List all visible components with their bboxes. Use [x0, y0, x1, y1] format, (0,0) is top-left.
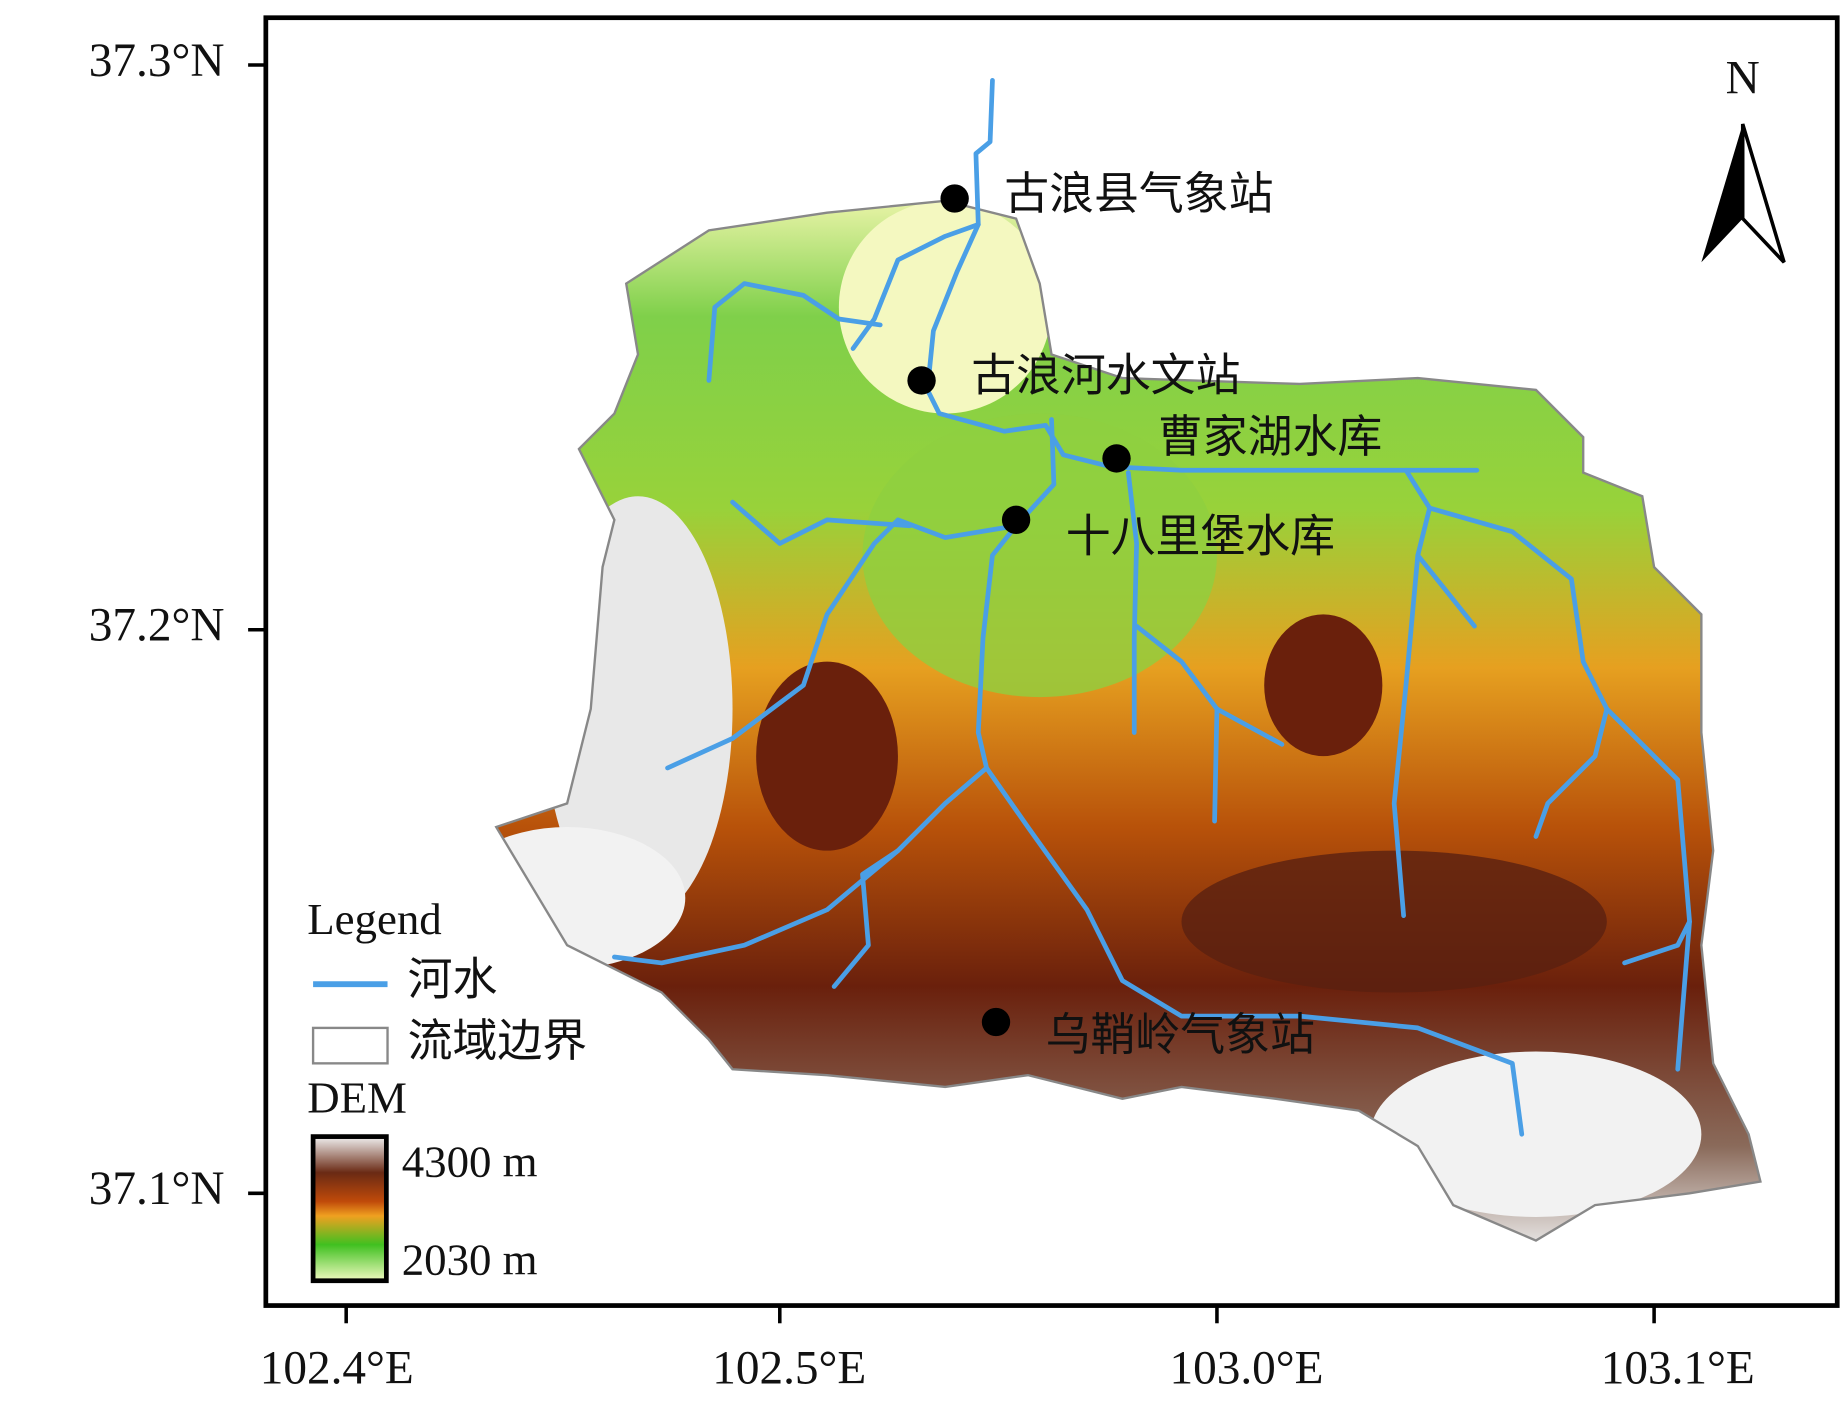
x-tick-label: 102.4°E: [260, 1343, 414, 1395]
legend-dem-max: 4300 m: [402, 1136, 538, 1186]
legend-item: 流域边界: [408, 1016, 588, 1066]
station-marker: [1102, 444, 1131, 473]
rivers: [612, 77, 1692, 1137]
map-body: 古浪县气象站 古浪河水文站 曹家湖水库 十八里堡水库 乌鞘岭气象站 N 37.3…: [89, 15, 1840, 1395]
legend-item: 河水: [408, 954, 498, 1004]
x-tick-label: 102.5°E: [712, 1343, 866, 1395]
x-tick-label: 103.0°E: [1169, 1343, 1323, 1395]
station-label: 十八里堡水库: [1066, 511, 1335, 561]
station-marker: [907, 366, 936, 395]
y-tick-label: 37.3°N: [89, 35, 225, 87]
legend: Legend 河水 流域边界 DEM 4300 m 2030 m: [307, 894, 587, 1284]
ticks: [248, 63, 1656, 1324]
legend-dem-title: DEM: [307, 1073, 407, 1123]
x-tick-label: 103.1°E: [1601, 1343, 1755, 1395]
north-label: N: [1726, 53, 1760, 105]
legend-title: Legend: [307, 894, 442, 944]
stations: 古浪县气象站 古浪河水文站 曹家湖水库 十八里堡水库 乌鞘岭气象站: [907, 169, 1382, 1060]
y-tick-label: 37.1°N: [89, 1163, 225, 1215]
station-label: 古浪河水文站: [971, 351, 1240, 401]
station-marker: [981, 1007, 1011, 1037]
legend-dem-min: 2030 m: [402, 1235, 538, 1285]
station-marker: [1001, 505, 1031, 535]
station-marker: [940, 184, 969, 213]
y-tick-label: 37.2°N: [89, 600, 225, 652]
station-label: 乌鞘岭气象站: [1046, 1010, 1315, 1060]
station-label: 曹家湖水库: [1158, 412, 1382, 462]
station-label: 古浪县气象站: [1004, 169, 1273, 219]
north-arrow: N: [1701, 53, 1786, 264]
